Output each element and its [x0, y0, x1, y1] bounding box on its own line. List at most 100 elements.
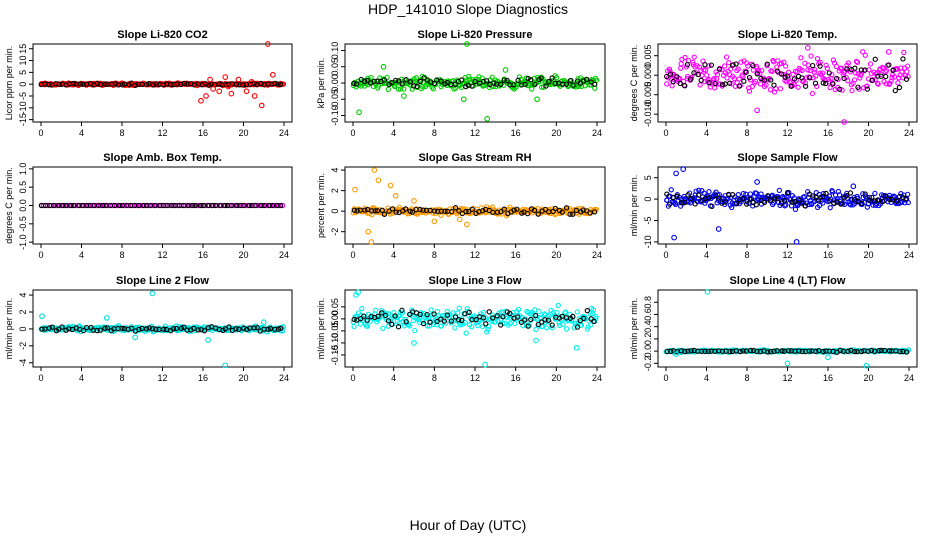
- data-point: [852, 70, 859, 76]
- reference-point: [157, 202, 163, 209]
- y-tick-label: -5: [643, 216, 653, 224]
- x-tick-label: 4: [704, 373, 709, 383]
- reference-point: [532, 81, 538, 88]
- reference-point: [233, 202, 240, 209]
- outlier-point: [375, 177, 382, 184]
- reference-point: [379, 310, 385, 316]
- data-point: [847, 201, 853, 207]
- y-tick-label: -0.10: [330, 333, 340, 354]
- data-point: [280, 81, 287, 87]
- reference-point: [389, 206, 396, 212]
- data-point: [883, 81, 889, 87]
- reference-point: [402, 206, 409, 212]
- outlier-point: [850, 183, 857, 190]
- reference-point: [427, 319, 433, 325]
- data-point: [839, 87, 845, 93]
- reference-point: [525, 75, 531, 82]
- reference-point: [750, 347, 757, 354]
- reference-point: [411, 83, 417, 89]
- reference-point: [573, 207, 580, 214]
- y-tick-label: 0.8: [643, 296, 653, 309]
- data-point: [835, 188, 842, 195]
- reference-point: [796, 348, 802, 354]
- data-point: [845, 60, 852, 66]
- reference-point: [480, 315, 487, 321]
- data-point: [682, 54, 688, 61]
- reference-point: [563, 81, 569, 87]
- panel-title: Slope Line 2 Flow: [116, 275, 209, 287]
- reference-point: [351, 80, 357, 86]
- reference-point: [740, 195, 746, 202]
- x-tick-label: 0: [350, 128, 355, 138]
- reference-point: [771, 348, 777, 354]
- reference-point: [150, 82, 156, 88]
- reference-point: [525, 323, 531, 329]
- reference-point: [236, 82, 243, 88]
- data-point: [416, 314, 423, 320]
- reference-point: [670, 78, 676, 85]
- outlier-point: [248, 78, 255, 85]
- data-point: [690, 59, 696, 66]
- data-point: [837, 66, 844, 72]
- data-point: [590, 307, 597, 313]
- reference-point: [712, 192, 719, 199]
- data-point: [550, 309, 557, 316]
- y-axis-label: ml/min per min.: [629, 298, 639, 360]
- x-tick-label: 8: [119, 373, 124, 383]
- data-point: [777, 86, 784, 92]
- x-tick-label: 12: [782, 373, 792, 383]
- reference-point: [268, 81, 275, 87]
- reference-point: [737, 348, 743, 355]
- panel-8: Slope Line 3 Flow 0 4 8 12 16 20 24 -0.15-0.10-0…: [316, 275, 606, 383]
- outlier-point: [464, 221, 470, 228]
- reference-point: [741, 78, 747, 84]
- data-point: [554, 309, 560, 316]
- data-point: [713, 69, 719, 75]
- reference-point: [807, 75, 813, 81]
- reference-point: [865, 348, 871, 354]
- data-point: [735, 191, 742, 198]
- outlier-point: [356, 109, 362, 116]
- data-point: [701, 190, 707, 196]
- reference-point: [277, 325, 284, 332]
- reference-point: [786, 348, 792, 354]
- x-tick-label: 0: [663, 250, 668, 260]
- x-tick-label: 24: [904, 250, 914, 260]
- reference-point: [153, 326, 159, 332]
- reference-point: [146, 325, 152, 331]
- reference-point: [890, 67, 896, 73]
- reference-point: [174, 81, 180, 87]
- y-tick-label: 10: [18, 56, 28, 66]
- data-point: [820, 200, 826, 206]
- reference-point: [452, 81, 459, 87]
- data-point: [752, 78, 759, 85]
- reference-point: [128, 80, 135, 86]
- reference-point: [486, 309, 492, 315]
- reference-point: [77, 81, 84, 87]
- data-point: [450, 310, 456, 316]
- reference-point: [392, 77, 399, 83]
- y-tick-label: 0.6: [643, 308, 653, 321]
- x-tick-label: 12: [470, 250, 480, 260]
- reference-point: [56, 81, 63, 87]
- reference-point: [364, 317, 370, 323]
- reference-point: [94, 80, 100, 87]
- reference-point: [764, 61, 770, 67]
- reference-point: [816, 197, 822, 203]
- reference-point: [830, 81, 836, 87]
- data-point: [763, 82, 769, 88]
- reference-point: [570, 211, 576, 217]
- data-point: [469, 324, 475, 330]
- y-axis-label: ml/min per min.: [4, 298, 14, 360]
- y-tick-label: -0.10: [330, 105, 340, 126]
- reference-point: [664, 191, 670, 197]
- reference-point: [236, 326, 242, 332]
- outlier-point: [573, 344, 580, 351]
- reference-point: [736, 83, 742, 89]
- data-point: [420, 318, 426, 324]
- panel-5: Slope Gas Stream RH0 4 8 12 16 20 24-2024perce…: [316, 152, 606, 260]
- reference-point: [862, 191, 868, 197]
- reference-point: [246, 202, 252, 209]
- reference-point: [374, 78, 381, 84]
